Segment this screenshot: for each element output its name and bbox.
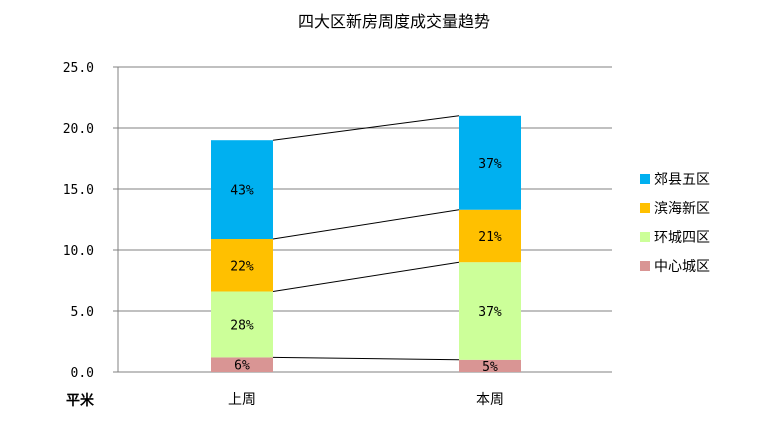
bar-segment [211,140,273,240]
percent-label: 5% [482,360,498,375]
series-connector [272,209,460,240]
percent-label: 22% [230,259,254,274]
percent-label: 37% [478,157,502,172]
bar-segment [211,291,273,358]
y-axis-ticks: 0.0 5.0 10.0 15.0 20.0 25.0 [63,61,94,381]
percent-label: 37% [478,305,502,320]
series-connector [272,261,460,292]
series-connector-lines [272,115,460,361]
legend-label: 中心城区 [654,259,710,275]
x-category-label: 上周 [228,392,256,408]
legend-label: 滨海新区 [654,201,710,217]
y-tick-label: 5.0 [71,305,94,320]
bar-segment [211,239,273,292]
legend-swatch [640,232,650,242]
legend-swatch [640,174,650,184]
y-tick-label: 0.0 [71,366,94,381]
y-tick-label: 25.0 [63,61,94,76]
legend-label: 环城四区 [654,230,710,246]
chart-title: 四大区新房周度成交量趋势 [298,12,490,31]
bar-segment [211,357,273,372]
series-connector [272,356,460,361]
x-category-label: 本周 [476,392,504,408]
x-axis-categories: 上周 本周 [228,392,504,408]
y-axis-unit-label: 平米 [66,392,95,409]
y-tick-label: 10.0 [63,244,94,259]
percent-labels: 6% 28% 22% 43% 5% 37% 21% 37% [230,157,502,375]
legend-swatch [640,203,650,213]
y-tick-label: 20.0 [63,122,94,137]
bar-segment [459,115,521,210]
series-connector [272,115,460,141]
bar-segment [459,262,521,360]
gridlines [113,66,612,373]
legend-swatch [640,261,650,271]
percent-label: 21% [478,230,502,245]
y-tick-label: 15.0 [63,183,94,198]
bar-segment [459,209,521,263]
bar-segment [459,359,521,372]
legend-label: 郊县五区 [654,171,710,188]
percent-label: 28% [230,318,254,333]
bars [211,115,521,372]
percent-label: 43% [230,184,254,199]
percent-label: 6% [234,359,250,374]
